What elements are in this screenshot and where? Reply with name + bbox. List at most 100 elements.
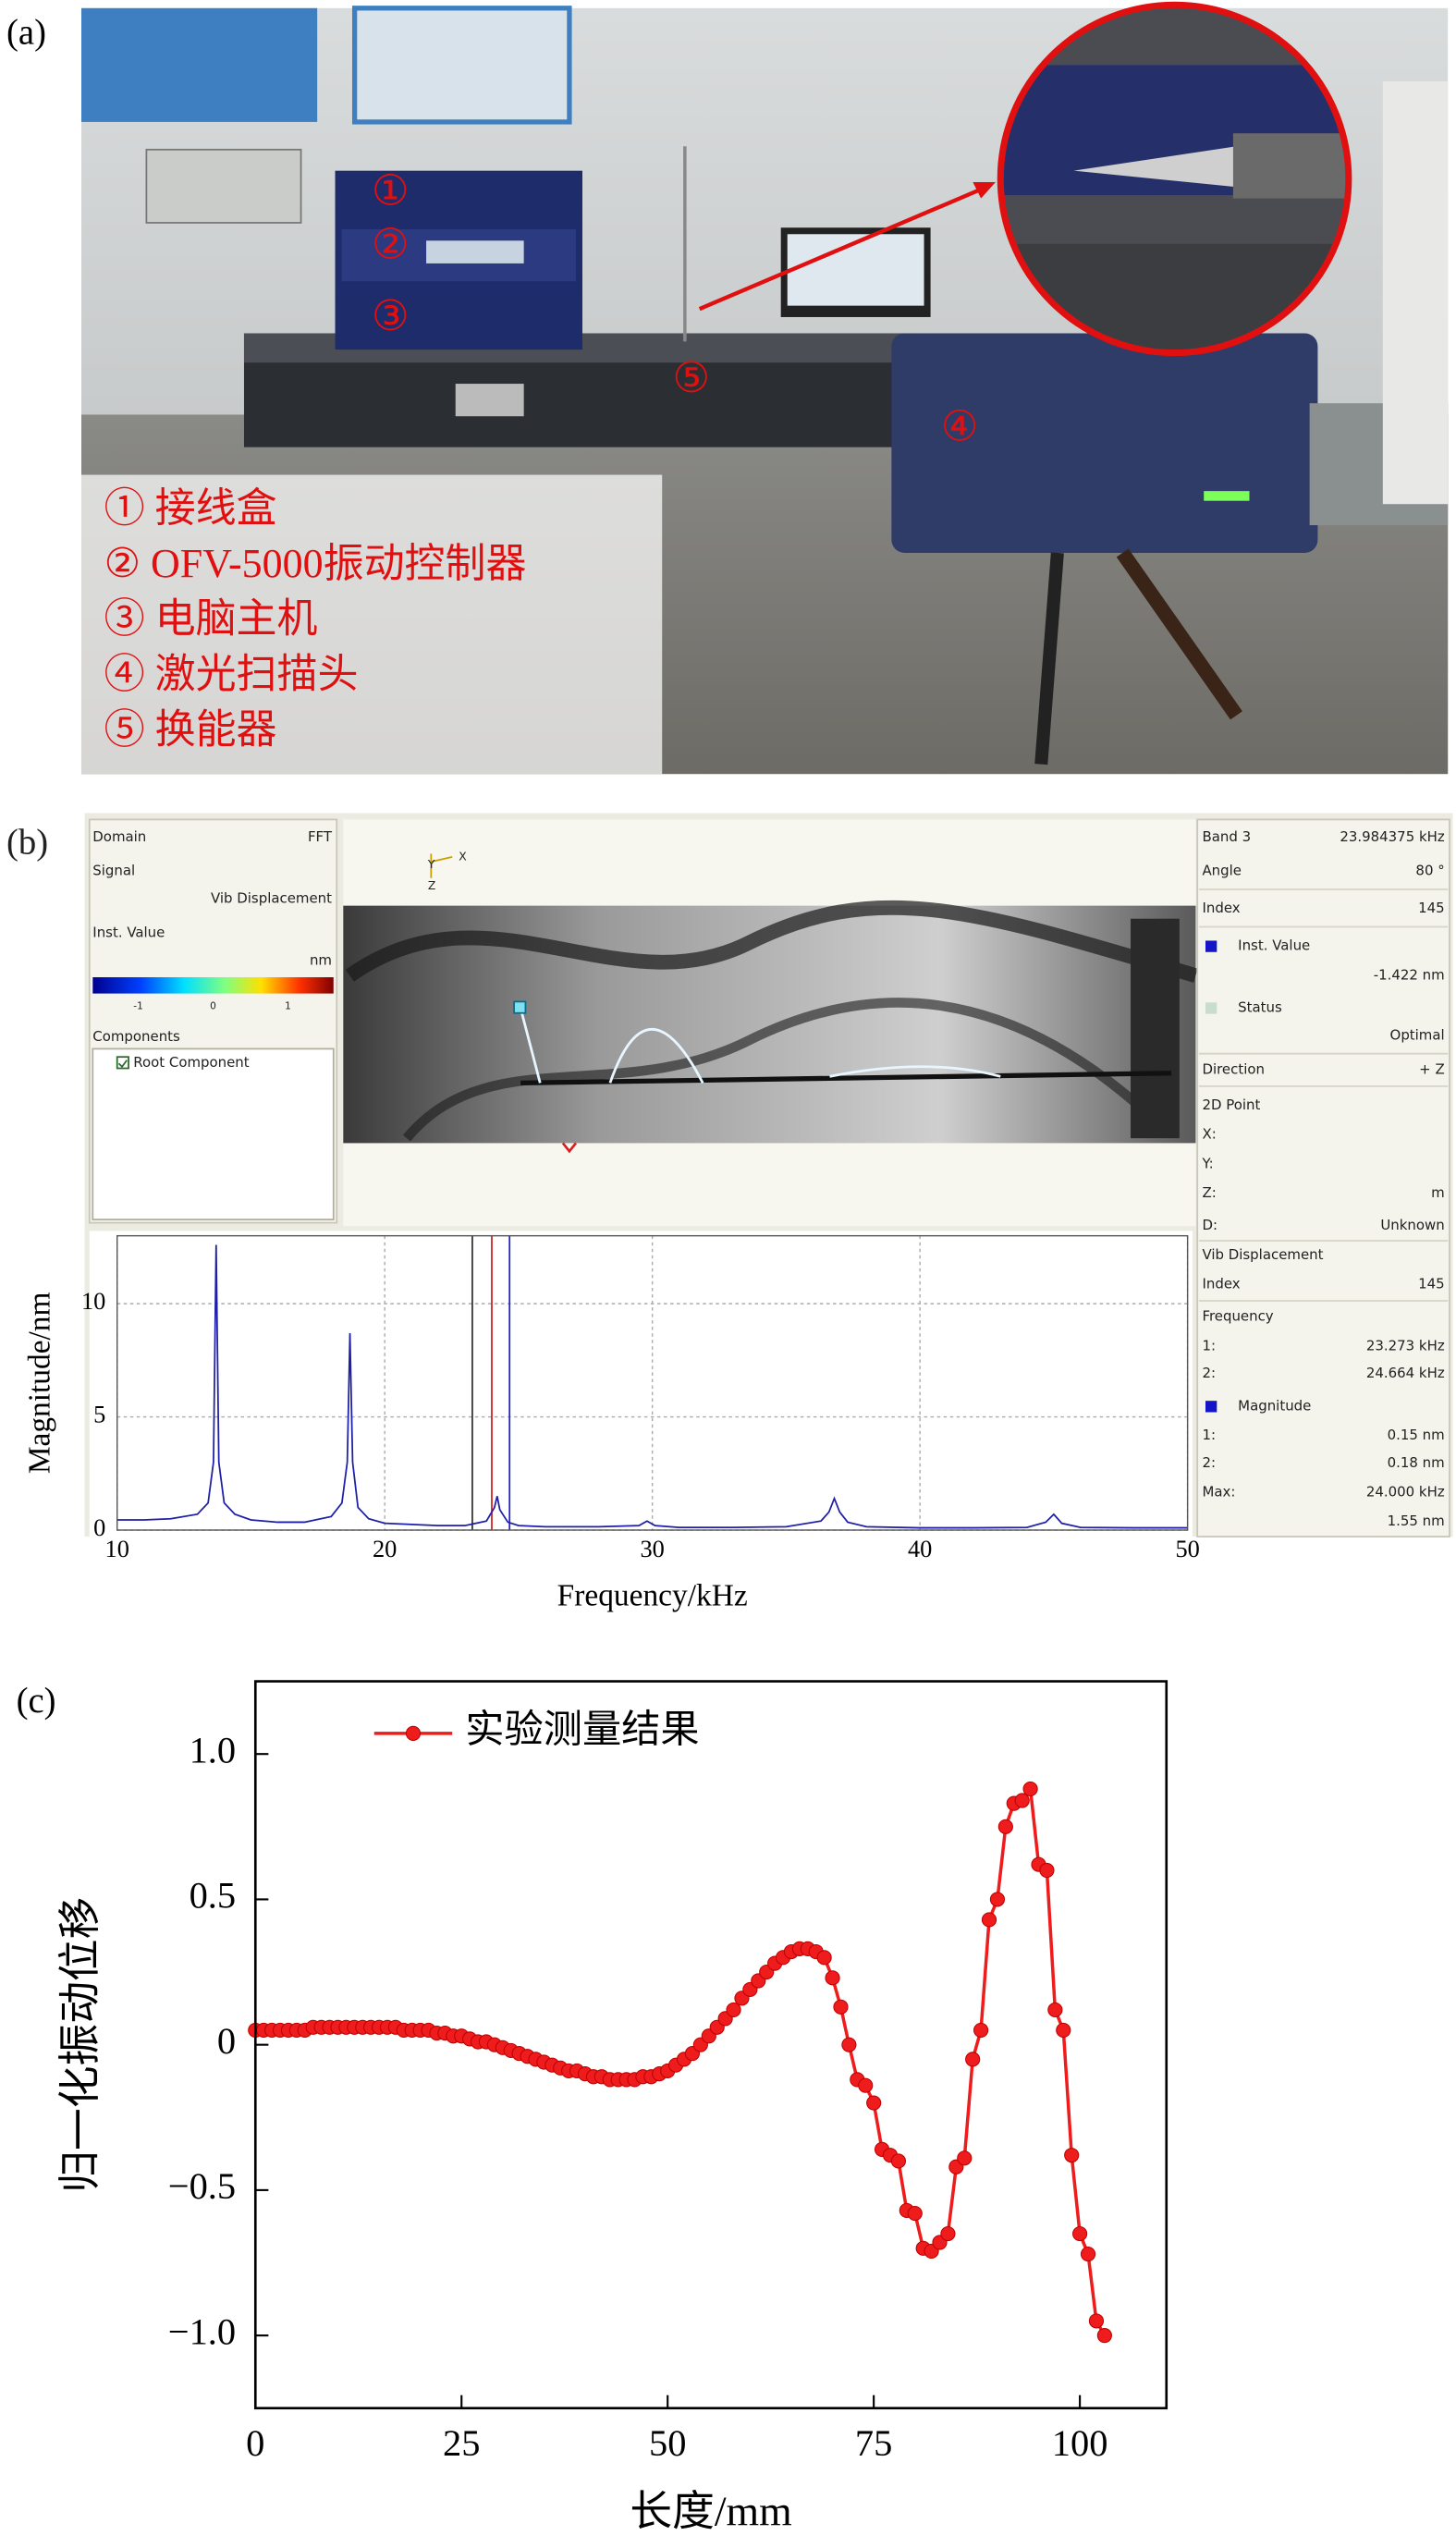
swatch xyxy=(1205,1401,1217,1413)
y-axis-label: Magnitude/nm xyxy=(22,1292,56,1474)
inset-arrowhead xyxy=(973,181,996,199)
info-label: Inst. Value xyxy=(1238,937,1310,954)
legend-marker xyxy=(405,1725,422,1741)
x-tick-label: 40 xyxy=(908,1535,932,1562)
info-label: 2D Point xyxy=(1202,1096,1260,1113)
info-value: 23.273 kHz xyxy=(1366,1337,1445,1354)
scan-rod xyxy=(520,1071,1172,1085)
data-point xyxy=(841,2037,857,2052)
scan-cable xyxy=(345,900,1198,983)
scan-cable xyxy=(402,998,1143,1142)
info-value: 1.55 nm xyxy=(1388,1513,1445,1529)
data-point xyxy=(989,1892,1006,1907)
inset-transducer xyxy=(1232,133,1348,199)
info-label: Vib Displacement xyxy=(1202,1246,1323,1263)
tripod-leg xyxy=(1116,548,1242,720)
spectrum-chart: 10 20 30 40 50 0 5 10 Frequency/kHz Magnitude/nm xyxy=(22,1234,1200,1613)
info-value: 80 ° xyxy=(1415,863,1444,879)
photo-inset xyxy=(1000,5,1349,353)
triad-axis xyxy=(431,856,453,864)
x-tick-label: 20 xyxy=(373,1535,397,1562)
component: Root Component xyxy=(133,1054,249,1071)
info-label: D: xyxy=(1202,1217,1217,1233)
data-point xyxy=(981,1912,997,1928)
x-tick-label: 30 xyxy=(640,1535,664,1562)
colorbar-tick: 1 xyxy=(285,1001,291,1012)
y-tick-label: 0.5 xyxy=(190,1875,237,1917)
x-tick-label: 100 xyxy=(1052,2422,1108,2464)
component-tree xyxy=(92,1047,335,1220)
data-point xyxy=(1039,1862,1055,1879)
info-label: 2: xyxy=(1202,1365,1216,1381)
info-label: Frequency xyxy=(1202,1308,1273,1325)
data-point xyxy=(1022,1781,1038,1797)
data-point xyxy=(1072,2225,1088,2242)
data-point xyxy=(907,2205,923,2222)
info-label: 1: xyxy=(1202,1337,1216,1354)
data-point xyxy=(858,2077,874,2093)
axis-triad-label: Y xyxy=(427,858,435,871)
inset-arrow xyxy=(698,186,984,312)
y-tick-label: 0 xyxy=(93,1513,105,1541)
colorbar-tick: 0 xyxy=(210,1001,216,1012)
poster xyxy=(80,7,318,122)
signal-value: Vib Displacement xyxy=(211,890,332,907)
info-value: 23.984375 kHz xyxy=(1340,828,1444,845)
plot-frame xyxy=(116,1234,1189,1531)
plot-frame xyxy=(253,1680,1168,2410)
data-point xyxy=(973,2022,989,2039)
legend-item: ③ 电脑主机 xyxy=(104,596,318,642)
scanning-head-light xyxy=(1204,491,1250,501)
data-point xyxy=(816,1950,832,1966)
info-value: 0.15 nm xyxy=(1388,1427,1445,1443)
poster xyxy=(351,6,572,125)
checkmark xyxy=(117,1060,128,1069)
legend-item: ② OFV-5000振动控制器 xyxy=(104,541,527,586)
y-tick-label: 5 xyxy=(93,1401,105,1428)
table-badge xyxy=(455,384,524,417)
profile-chart: (c) 0 25 50 75 100 1.0 0.5 0 −0.5 −1.0 长度/mm 归一化振动位移… xyxy=(17,1680,1168,2534)
y-tick-label: −1.0 xyxy=(168,2310,236,2352)
x-tick-label: 0 xyxy=(246,2422,264,2464)
domain-label: Domain xyxy=(92,828,146,845)
data-point xyxy=(833,1999,849,2015)
data-point xyxy=(957,2150,973,2166)
air-conditioner xyxy=(1382,80,1449,505)
swatch xyxy=(1205,940,1217,952)
info-label: Index xyxy=(1202,900,1240,916)
info-label: 1: xyxy=(1202,1427,1216,1443)
y-tick-label: 10 xyxy=(81,1287,105,1315)
info-value: Optimal xyxy=(1390,1026,1445,1043)
info-label: Magnitude xyxy=(1238,1397,1311,1414)
info-value: -1.422 nm xyxy=(1374,966,1445,983)
legend-item: ① 接线盒 xyxy=(104,485,277,531)
info-label: Status xyxy=(1238,998,1282,1015)
axis-triad-label: X xyxy=(459,850,467,863)
axis-triad-label: Z xyxy=(428,879,435,892)
signal-label: Signal xyxy=(92,863,135,879)
info-value: 145 xyxy=(1418,1275,1445,1292)
photo-marker: ⑤ xyxy=(672,354,710,401)
scan-shape xyxy=(519,1008,1001,1084)
y-tick-label: −0.5 xyxy=(168,2165,236,2207)
controller-display xyxy=(426,240,524,263)
info-label: Max: xyxy=(1202,1484,1235,1501)
scan-marker xyxy=(561,1142,577,1154)
data-point xyxy=(965,2052,981,2067)
panel-label: (b) xyxy=(6,823,48,862)
data-point xyxy=(1096,2328,1112,2344)
info-label: Y: xyxy=(1201,1155,1213,1171)
panel-label: (c) xyxy=(17,1682,56,1721)
info-label: Angle xyxy=(1202,863,1242,879)
photo-marker: ② xyxy=(372,221,410,268)
inset-horn xyxy=(1073,146,1237,188)
legend-item: ④ 激光扫描头 xyxy=(104,652,359,697)
data-point xyxy=(1088,2313,1105,2329)
x-tick-label: 50 xyxy=(1175,1535,1199,1562)
software-window xyxy=(84,813,1453,1537)
info-value: + Z xyxy=(1419,1060,1445,1077)
colorbar xyxy=(92,977,334,994)
unit: nm xyxy=(310,951,332,968)
x-tick-label: 10 xyxy=(105,1535,129,1562)
data-point xyxy=(1080,2246,1096,2262)
